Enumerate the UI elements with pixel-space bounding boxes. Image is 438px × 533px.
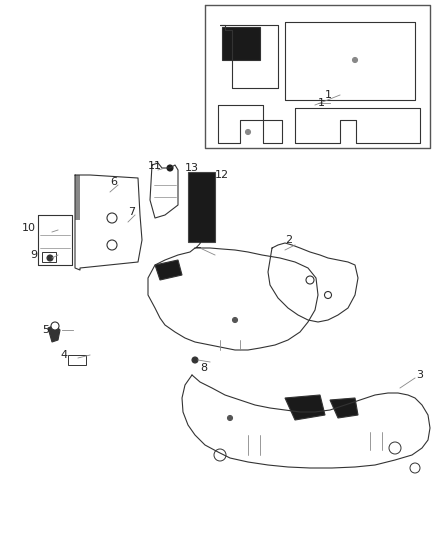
Circle shape: [227, 416, 233, 421]
Text: 2: 2: [285, 235, 292, 245]
Polygon shape: [75, 175, 80, 220]
Circle shape: [167, 165, 173, 171]
Polygon shape: [48, 325, 60, 342]
Text: 4: 4: [60, 350, 67, 360]
Text: 7: 7: [128, 207, 135, 217]
Polygon shape: [188, 172, 215, 242]
Text: 8: 8: [200, 363, 207, 373]
Text: 2: 2: [194, 240, 201, 250]
Text: 9: 9: [30, 250, 37, 260]
FancyBboxPatch shape: [42, 252, 56, 262]
Circle shape: [192, 357, 198, 363]
Text: 12: 12: [215, 170, 229, 180]
Text: 11: 11: [148, 161, 162, 171]
Text: 13: 13: [185, 163, 199, 173]
Polygon shape: [222, 27, 260, 60]
Circle shape: [233, 318, 237, 322]
Circle shape: [353, 58, 357, 62]
Polygon shape: [330, 398, 358, 418]
Text: 10: 10: [22, 223, 36, 233]
Text: 1: 1: [318, 98, 325, 108]
Polygon shape: [285, 395, 325, 420]
Circle shape: [47, 255, 53, 261]
Text: 5: 5: [42, 325, 49, 335]
Text: 6: 6: [110, 177, 117, 187]
Text: 1: 1: [325, 90, 332, 100]
Text: 3: 3: [416, 370, 423, 380]
Circle shape: [51, 322, 59, 330]
FancyBboxPatch shape: [68, 355, 86, 365]
Circle shape: [246, 130, 251, 134]
Polygon shape: [155, 260, 182, 280]
